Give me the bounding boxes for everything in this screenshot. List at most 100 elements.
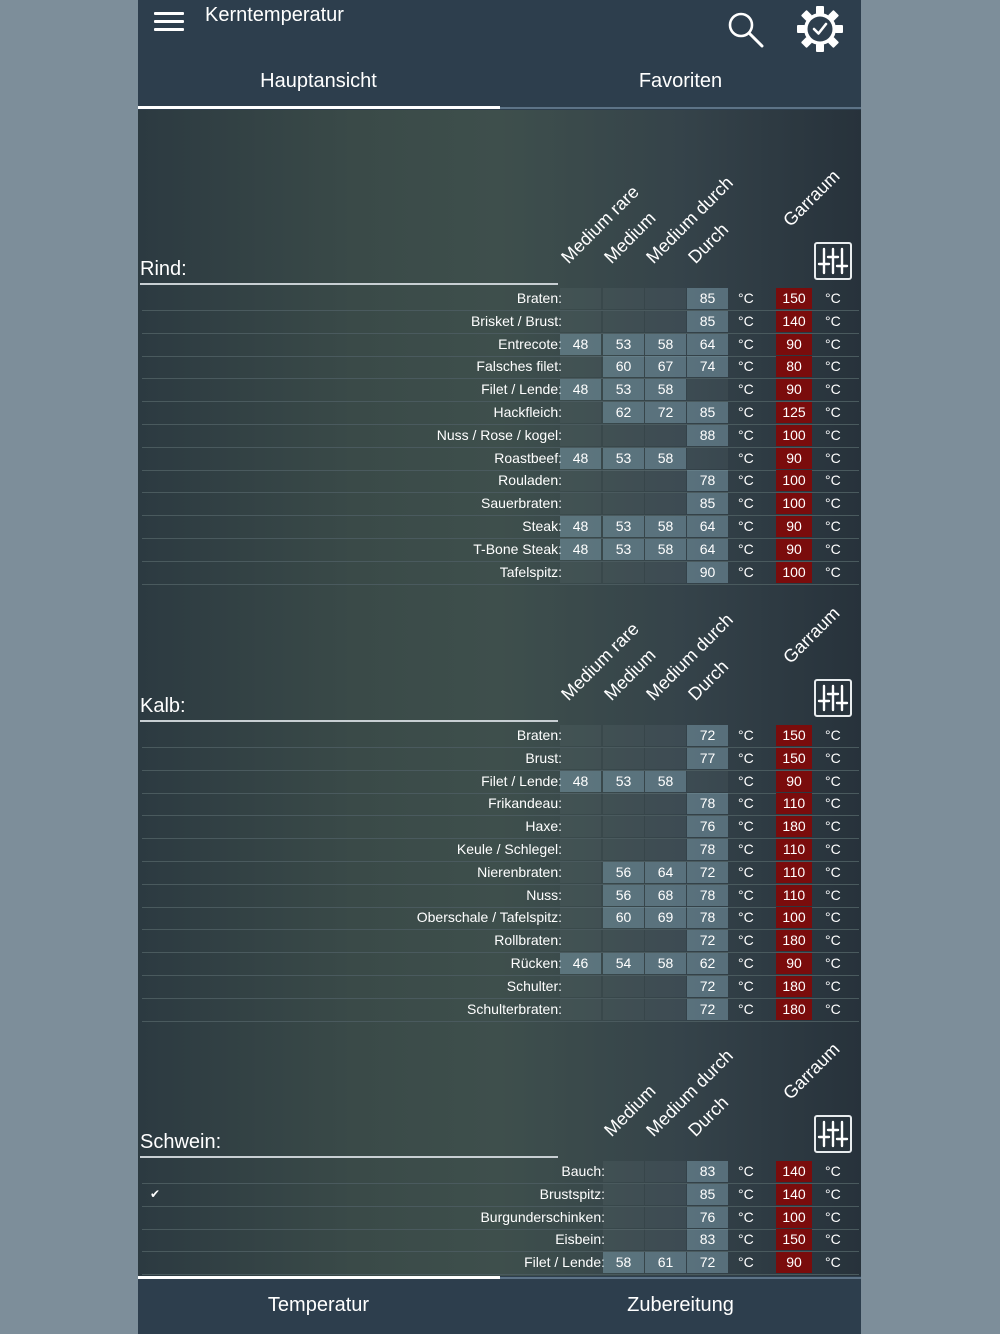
temp-cell	[603, 930, 644, 952]
unit-label: °C	[738, 818, 754, 835]
tab-indicator	[138, 106, 500, 109]
garraum-cell: 125	[776, 402, 812, 423]
temp-cell: 90	[687, 561, 728, 583]
gear-check-icon[interactable]	[796, 5, 844, 53]
garraum-cell: 140	[776, 310, 812, 332]
search-icon[interactable]	[726, 10, 766, 50]
tab-temperatur[interactable]: Temperatur	[267, 1294, 370, 1316]
table-row[interactable]: Hackfleich: 62 72 85 °C 125 °C	[142, 401, 859, 425]
temp-cell: 83	[687, 1229, 728, 1251]
table-row[interactable]: Rücken: 46 54 58 62 °C 90 °C	[142, 952, 859, 976]
temp-cell: 48	[560, 447, 601, 469]
tab-favoriten[interactable]: Favoriten	[638, 70, 723, 92]
temp-cell	[603, 747, 644, 769]
table-row[interactable]: Oberschale / Tafelspitz: 60 69 78 °C 100 °C	[142, 906, 859, 931]
garraum-unit: °C	[825, 1185, 841, 1202]
row-label: Filet / Lende:	[524, 1254, 605, 1271]
temp-cell	[603, 725, 644, 746]
temp-cell	[603, 975, 644, 997]
table-row[interactable]: Filet / Lende: 58 61 72 °C 90 °C	[142, 1251, 859, 1276]
section-underline	[140, 283, 558, 285]
table-row[interactable]: Bauch: 83 °C 140 °C	[142, 1160, 859, 1184]
temp-cell	[645, 793, 686, 815]
temp-cell: 69	[645, 907, 686, 929]
row-label: Nuss / Rose / kogel:	[436, 426, 562, 443]
equalizer-icon[interactable]	[814, 679, 852, 717]
bottom-tab-bar: Temperatur Zubereitung	[138, 1276, 861, 1334]
temp-cell: 64	[645, 861, 686, 883]
table-row[interactable]: Eisbein: 83 °C 150 °C	[142, 1228, 859, 1253]
garraum-cell: 150	[776, 288, 812, 309]
tab-divider	[500, 107, 861, 109]
tab-hauptansicht[interactable]: Hauptansicht	[260, 70, 377, 92]
table-row[interactable]: Burgunderschinken: 76 °C 100 °C	[142, 1206, 859, 1230]
table-row[interactable]: Brust: 77 °C 150 °C	[142, 747, 859, 771]
table-row[interactable]: Entrecote: 48 53 58 64 °C 90 °C	[142, 333, 859, 357]
garraum-cell: 80	[776, 356, 812, 378]
table-row[interactable]: Brisket / Brust: 85 °C 140 °C	[142, 310, 859, 334]
table-row[interactable]: Falsches filet: 60 67 74 °C 80 °C	[142, 355, 859, 380]
table-row[interactable]: Nuss / Rose / kogel: 88 °C 100 °C	[142, 424, 859, 448]
table-row[interactable]: Rollbraten: 72 °C 180 °C	[142, 929, 859, 954]
unit-label: °C	[738, 1163, 754, 1179]
table-row[interactable]: Roastbeef: 48 53 58 °C 90 °C	[142, 447, 859, 471]
table-row[interactable]: Nuss: 56 68 78 °C 110 °C	[142, 884, 859, 908]
table-row[interactable]: Schulterbraten: 72 °C 180 °C	[142, 998, 859, 1022]
garraum-unit: °C	[825, 727, 841, 743]
temp-cell: 72	[687, 1252, 728, 1274]
row-label: Roastbeef:	[494, 449, 562, 466]
table-row[interactable]: Filet / Lende: 48 53 58 °C 90 °C	[142, 770, 859, 794]
temp-cell	[645, 310, 686, 332]
menu-icon[interactable]	[152, 10, 188, 34]
check-icon: ✔	[150, 1186, 161, 1201]
table-row[interactable]: Frikandeau: 78 °C 110 °C	[142, 792, 859, 817]
equalizer-icon[interactable]	[814, 1115, 852, 1153]
temp-cell: 54	[603, 953, 644, 974]
garraum-unit: °C	[825, 977, 841, 994]
temp-cell: 64	[687, 516, 728, 537]
unit-label: °C	[738, 426, 754, 443]
table-row[interactable]: Steak: 48 53 58 64 °C 90 °C	[142, 515, 859, 539]
row-label: Filet / Lende:	[481, 772, 562, 789]
table-row[interactable]: Haxe: 76 °C 180 °C	[142, 815, 859, 840]
row-label: Entrecote:	[498, 335, 562, 352]
temp-cell: 58	[645, 770, 686, 792]
garraum-unit: °C	[825, 312, 841, 329]
garraum-unit: °C	[825, 1231, 841, 1248]
section-title: Kalb:	[140, 695, 186, 717]
temp-cell	[603, 470, 644, 492]
tab-zubereitung[interactable]: Zubereitung	[627, 1294, 734, 1316]
table-row[interactable]: Schulter: 72 °C 180 °C	[142, 975, 859, 999]
table-row[interactable]: Braten: 72 °C 150 °C	[142, 724, 859, 748]
equalizer-icon[interactable]	[814, 242, 852, 280]
table-row[interactable]: Nierenbraten: 56 64 72 °C 110 °C	[142, 861, 859, 885]
row-label: Brustspitz:	[539, 1185, 605, 1202]
table-row[interactable]: Filet / Lende: 48 53 58 °C 90 °C	[142, 378, 859, 403]
table-row[interactable]: Braten: 85 °C 150 °C	[142, 287, 859, 311]
garraum-cell: 180	[776, 998, 812, 1020]
garraum-cell: 90	[776, 333, 812, 355]
garraum-cell: 100	[776, 1206, 812, 1228]
temp-cell	[560, 493, 601, 515]
garraum-unit: °C	[825, 495, 841, 512]
garraum-unit: °C	[825, 841, 841, 857]
temp-cell: 78	[687, 793, 728, 815]
table-row[interactable]: ✔ Brustspitz: 85 °C 140 °C	[142, 1183, 859, 1207]
temp-cell	[560, 356, 601, 378]
temp-cell: 72	[687, 998, 728, 1020]
table-row[interactable]: Sauerbraten: 85 °C 100 °C	[142, 492, 859, 517]
table-row[interactable]: T-Bone Steak: 48 53 58 64 °C 90 °C	[142, 538, 859, 562]
temp-cell	[560, 470, 601, 492]
table-row[interactable]: Keule / Schlegel: 78 °C 110 °C	[142, 838, 859, 862]
temp-cell: 85	[687, 402, 728, 423]
temp-cell: 53	[603, 447, 644, 469]
temp-cell: 58	[603, 1252, 644, 1274]
row-label: Braten:	[516, 290, 562, 306]
table-row[interactable]: Rouladen: 78 °C 100 °C	[142, 469, 859, 494]
row-label: Brisket / Brust:	[470, 312, 562, 329]
temp-cell	[560, 930, 601, 952]
unit-label: °C	[738, 1185, 754, 1202]
temp-cell: 60	[603, 907, 644, 929]
temp-cell: 78	[687, 907, 728, 929]
table-row[interactable]: Tafelspitz: 90 °C 100 °C	[142, 561, 859, 585]
